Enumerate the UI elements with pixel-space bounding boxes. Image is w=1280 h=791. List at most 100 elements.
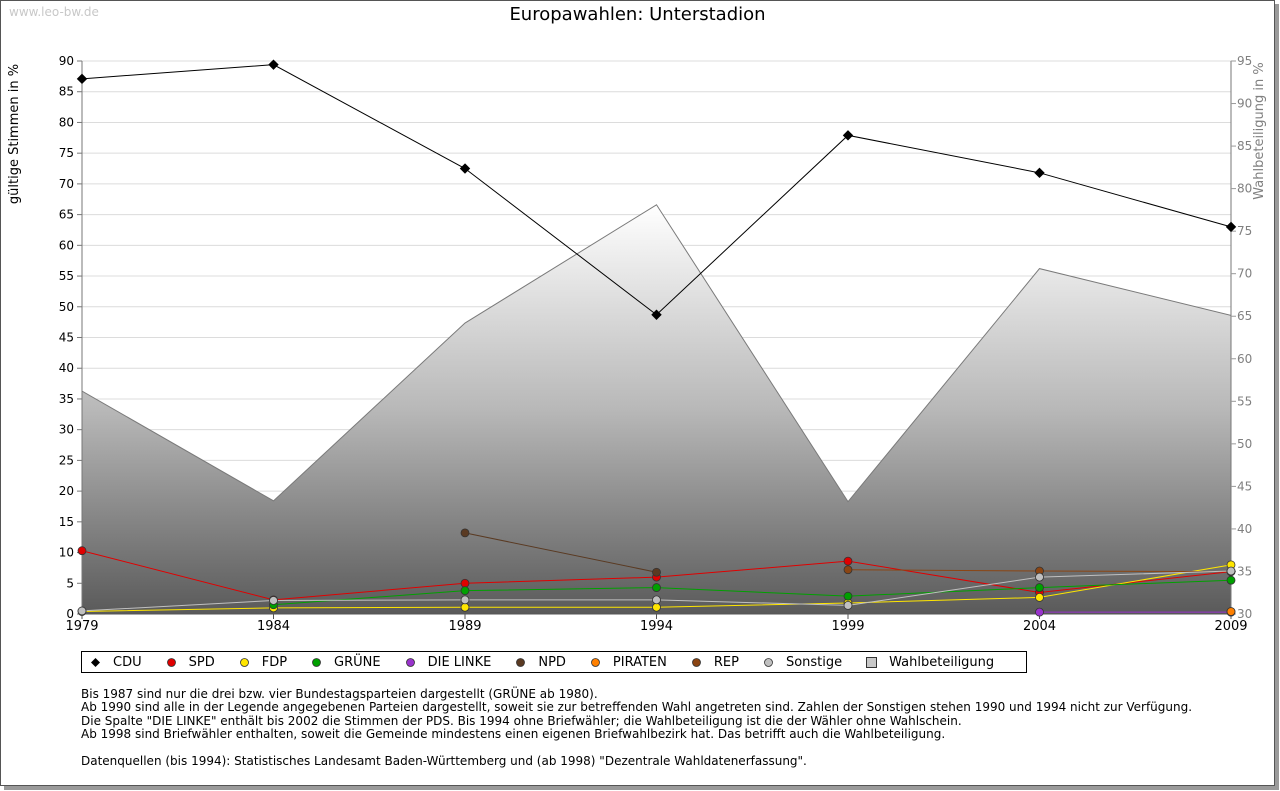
legend-item-fdp: FDP xyxy=(239,655,287,670)
chart-title: Europawahlen: Unterstadion xyxy=(509,4,766,25)
legend-swatch-icon xyxy=(866,656,878,668)
data-point-cdu xyxy=(76,73,88,85)
y2-axis-label: Wahlbeteiligung in % xyxy=(1252,62,1267,199)
series-line-npd xyxy=(464,532,657,573)
data-point-sonstige xyxy=(460,595,470,605)
data-point-cdu xyxy=(1034,167,1045,179)
data-point-sonstige xyxy=(1035,572,1044,582)
x-tick-label: 2009 xyxy=(1214,619,1247,634)
turnout-area-fill xyxy=(81,204,1232,615)
y2-tick-label: 75 xyxy=(1237,224,1252,238)
y2-tick-label: 30 xyxy=(1237,607,1252,621)
data-point-piraten xyxy=(1226,607,1236,616)
circle-marker-icon xyxy=(405,657,415,667)
y2-tick-label: 55 xyxy=(1237,394,1252,408)
y-tick-label: 60 xyxy=(59,238,74,252)
y-tick-label: 30 xyxy=(59,423,74,437)
legend-swatch-icon xyxy=(312,657,321,667)
y-tick-label: 55 xyxy=(59,269,74,283)
chart-notes: Bis 1987 sind nur die drei bzw. vier Bun… xyxy=(81,687,1192,741)
y-tick-label: 65 xyxy=(59,208,74,222)
legend-swatch-icon xyxy=(591,657,600,667)
legend-swatch-icon xyxy=(239,657,249,667)
data-point-spd xyxy=(843,556,853,566)
y-tick-label: 20 xyxy=(59,484,74,498)
data-point-sonstige xyxy=(843,600,853,610)
legend-item-wahlbeteiligung: Wahlbeteiligung xyxy=(866,655,994,670)
legend-label: DIE LINKE xyxy=(427,654,492,670)
y-tick-label: 0 xyxy=(66,607,74,621)
data-point-rep xyxy=(843,565,853,575)
data-point-cdu xyxy=(651,309,662,320)
y-tick-label: 80 xyxy=(59,115,74,129)
circle-marker-icon xyxy=(691,657,701,667)
data-point-gr-ne xyxy=(1035,583,1044,592)
legend-item-npd: NPD xyxy=(515,655,566,670)
data-point-sonstige xyxy=(77,606,87,616)
y-tick-label: 40 xyxy=(59,361,74,375)
data-point-fdp xyxy=(1035,593,1044,602)
x-tick-label: 1999 xyxy=(831,619,864,634)
series-line-gr-ne xyxy=(273,579,1232,606)
legend-item-cdu: CDU xyxy=(90,655,142,670)
y2-tick-label: 40 xyxy=(1237,522,1252,536)
y-tick-label: 10 xyxy=(59,546,74,560)
chart-svg: 0 5 10 15 20 25 30 35 40 45 50 55 60 65 70 75 80 85 90 30 35… xyxy=(7,54,1267,634)
circle-marker-icon xyxy=(764,657,773,667)
data-point-cdu xyxy=(459,163,471,174)
x-tick-label: 1984 xyxy=(257,619,290,634)
data-point-sonstige xyxy=(1226,566,1236,576)
data-point-gr-ne xyxy=(843,591,853,601)
chart-legend: CDU SPD FDP GRÜNE DIE LINKE NPD PIRATEN REP Sons… xyxy=(81,651,1027,673)
circle-marker-icon xyxy=(516,657,526,667)
data-point-fdp xyxy=(460,602,470,612)
y2-tick-label: 70 xyxy=(1237,267,1252,281)
tick-labels: 0 5 10 15 20 25 30 35 40 45 50 55 60 65 70 75 80 85 90 30 35… xyxy=(59,54,1253,634)
legend-swatch-icon xyxy=(691,657,701,667)
y-tick-label: 25 xyxy=(59,453,74,467)
y2-tick-label: 85 xyxy=(1237,139,1252,153)
y-axis-label: gültige Stimmen in % xyxy=(7,64,22,204)
legend-label: NPD xyxy=(538,654,566,670)
legend-swatch-icon xyxy=(516,657,526,667)
y2-tick-label: 80 xyxy=(1237,182,1252,196)
series-markers xyxy=(76,59,1237,617)
x-tick-label: 1979 xyxy=(65,619,98,634)
y-tick-label: 5 xyxy=(66,576,74,590)
y2-tick-label: 60 xyxy=(1237,352,1252,366)
y-tick-label: 75 xyxy=(59,146,74,160)
data-point-gr-ne xyxy=(460,586,470,596)
watermark: www.leo-bw.de xyxy=(9,5,99,19)
legend-swatch-icon xyxy=(764,657,773,667)
y-tick-label: 50 xyxy=(59,300,74,314)
circle-marker-icon xyxy=(591,657,600,667)
y-tick-label: 15 xyxy=(59,515,74,529)
legend-swatch-icon xyxy=(405,657,415,667)
legend-label: Sonstige xyxy=(785,654,843,670)
x-tick-label: 1994 xyxy=(640,619,673,634)
legend-label: GRÜNE xyxy=(334,654,381,670)
data-point-gr-ne xyxy=(1226,575,1236,585)
legend-label: PIRATEN xyxy=(612,654,667,670)
legend-label: REP xyxy=(713,654,739,670)
data-point-gr-ne xyxy=(652,583,661,592)
circle-marker-icon xyxy=(239,657,249,667)
circle-marker-icon xyxy=(312,657,321,667)
y2-tick-label: 90 xyxy=(1237,97,1252,111)
legend-item-spd: SPD xyxy=(166,655,215,670)
data-point-fdp xyxy=(652,602,661,612)
y2-tick-label: 95 xyxy=(1237,54,1252,68)
circle-marker-icon xyxy=(166,657,176,667)
data-point-sonstige xyxy=(652,595,661,605)
data-point-npd xyxy=(652,567,661,577)
x-tick-label: 1989 xyxy=(448,619,481,634)
diamond-marker-icon xyxy=(91,657,100,667)
y2-tick-label: 65 xyxy=(1237,309,1252,323)
data-point-cdu xyxy=(268,59,279,70)
legend-swatch-icon xyxy=(166,657,176,667)
legend-item-gr-ne: GRÜNE xyxy=(311,655,381,670)
x-tick-label: 2004 xyxy=(1023,619,1056,634)
y2-tick-label: 50 xyxy=(1237,437,1252,451)
data-point-spd xyxy=(460,578,470,588)
